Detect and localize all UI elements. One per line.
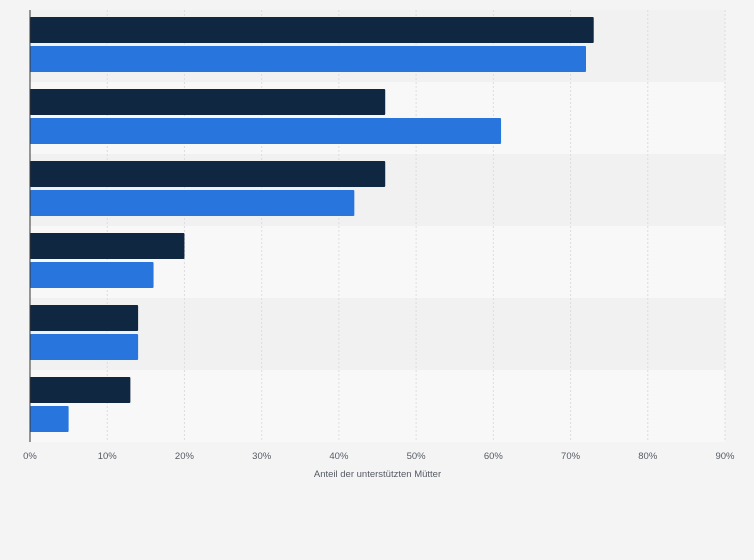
x-tick-label: 80% (638, 451, 658, 462)
bar (30, 305, 139, 331)
x-tick-label: 0% (23, 451, 37, 462)
x-tick-label: 90% (715, 451, 735, 462)
bar (30, 377, 131, 403)
gridlines (106, 10, 726, 442)
bar (30, 118, 502, 144)
category-band (30, 298, 725, 370)
bar (30, 233, 185, 259)
x-axis-ticks: 0% 10% 20% 30% 40% 50% 60% 70% 80% 90% (23, 451, 735, 462)
category-band (30, 370, 725, 442)
x-tick-label: 60% (484, 451, 504, 462)
x-tick-label: 10% (98, 451, 118, 462)
bar (30, 334, 139, 360)
bar (30, 262, 154, 288)
bar (30, 190, 355, 216)
bars (30, 17, 594, 432)
category-bands (30, 10, 725, 442)
bar (30, 161, 386, 187)
x-tick-label: 20% (175, 451, 195, 462)
bar (30, 89, 386, 115)
x-tick-label: 40% (329, 451, 349, 462)
x-tick-label: 50% (407, 451, 427, 462)
x-tick-label: 30% (252, 451, 272, 462)
bar (30, 46, 586, 72)
x-tick-label: 70% (561, 451, 581, 462)
bar (30, 17, 594, 43)
x-axis-title: Anteil der unterstützten Mütter (314, 469, 441, 480)
bar (30, 406, 69, 432)
